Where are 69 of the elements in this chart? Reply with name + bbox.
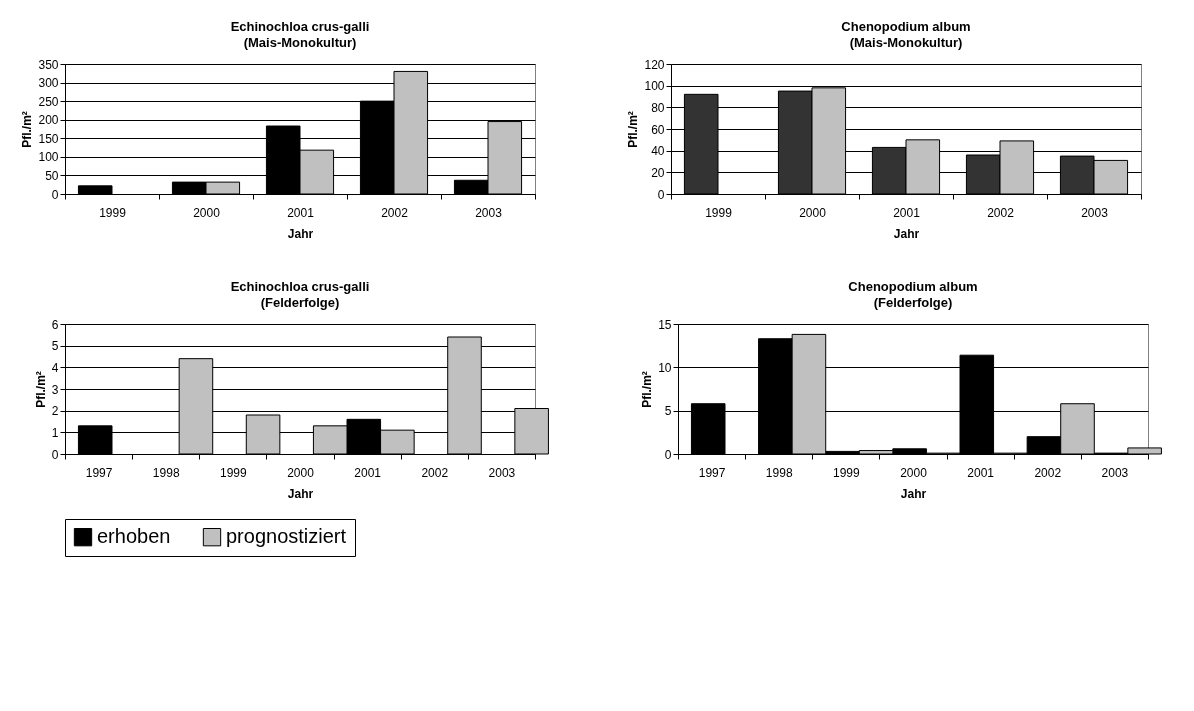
x-tick-label: 2001 xyxy=(287,205,315,220)
y-tick-label: 0 xyxy=(664,447,672,462)
x-tick-label: 2001 xyxy=(967,465,995,480)
x-tick-label: 1997 xyxy=(698,465,726,480)
chart-subtitle: (Mais-Monokultur) xyxy=(243,35,357,50)
legend-label: prognostiziert xyxy=(226,525,347,548)
x-tick-label: 2003 xyxy=(488,465,516,480)
x-tick-label: 2003 xyxy=(1101,465,1129,480)
chart-title: Echinochloa crus-galli xyxy=(230,19,370,34)
y-tick-label: 350 xyxy=(38,57,59,72)
x-tick-label: 2002 xyxy=(987,205,1015,220)
x-tick-label: 2000 xyxy=(900,465,928,480)
x-tick-label: 1999 xyxy=(99,205,127,220)
x-tick-label: 2003 xyxy=(475,205,503,220)
x-axis-title: Jahr xyxy=(900,486,927,501)
y-tick-label: 0 xyxy=(657,187,665,202)
y-tick-label: 50 xyxy=(45,168,59,183)
y-tick-label: 3 xyxy=(51,382,59,397)
x-tick-label: 2003 xyxy=(1081,205,1109,220)
chart-title: Chenopodium album xyxy=(841,19,971,34)
y-tick-label: 150 xyxy=(38,131,59,146)
y-tick-label: 5 xyxy=(51,339,59,354)
bar xyxy=(77,185,113,195)
x-tick-label: 2000 xyxy=(799,205,827,220)
y-tick-label: 15 xyxy=(658,317,672,332)
y-tick-label: 200 xyxy=(38,113,59,128)
x-tick-label: 1999 xyxy=(220,465,248,480)
x-tick-label: 2002 xyxy=(1034,465,1062,480)
x-tick-label: 2000 xyxy=(193,205,221,220)
y-axis-title: Pfl./m² xyxy=(640,371,655,408)
y-tick-label: 0 xyxy=(51,447,59,462)
y-tick-label: 60 xyxy=(651,122,665,137)
y-tick-label: 6 xyxy=(51,317,59,332)
chart-title: Echinochloa crus-galli xyxy=(230,279,370,294)
x-tick-label: 1998 xyxy=(765,465,793,480)
y-tick-label: 250 xyxy=(38,94,59,109)
x-tick-label: 2001 xyxy=(893,205,921,220)
y-tick-label: 80 xyxy=(651,100,665,115)
y-axis-title: Pfl./m² xyxy=(20,111,35,148)
chart-title: Chenopodium album xyxy=(848,279,978,294)
y-tick-label: 40 xyxy=(651,144,665,159)
chart-subtitle: (Mais-Monokultur) xyxy=(849,35,963,50)
y-tick-label: 1 xyxy=(51,425,59,440)
y-axis-title: Pfl./m² xyxy=(33,371,48,408)
y-tick-label: 20 xyxy=(651,165,665,180)
x-tick-label: 1998 xyxy=(152,465,180,480)
y-tick-label: 10 xyxy=(658,360,672,375)
y-tick-label: 300 xyxy=(38,76,59,91)
y-tick-label: 0 xyxy=(51,187,59,202)
y-tick-label: 100 xyxy=(38,150,59,165)
x-tick-label: 2002 xyxy=(421,465,449,480)
y-tick-label: 4 xyxy=(51,360,59,375)
chart-subtitle: (Felderfolge) xyxy=(260,295,340,310)
x-axis-title: Jahr xyxy=(893,226,920,241)
y-axis-title: Pfl./m² xyxy=(626,111,641,148)
y-tick-label: 100 xyxy=(644,79,665,94)
x-tick-label: 2000 xyxy=(287,465,315,480)
x-tick-label: 2001 xyxy=(354,465,382,480)
x-tick-label: 1999 xyxy=(705,205,733,220)
x-tick-label: 1999 xyxy=(833,465,861,480)
x-axis-title: Jahr xyxy=(287,226,314,241)
x-axis-title: Jahr xyxy=(287,486,314,501)
x-tick-label: 2002 xyxy=(381,205,409,220)
x-tick-label: 1997 xyxy=(85,465,113,480)
chart-subtitle: (Felderfolge) xyxy=(873,295,953,310)
y-tick-label: 5 xyxy=(664,404,672,419)
y-tick-label: 120 xyxy=(644,57,665,72)
y-tick-label: 2 xyxy=(51,404,59,419)
legend-label: erhoben xyxy=(97,525,171,548)
